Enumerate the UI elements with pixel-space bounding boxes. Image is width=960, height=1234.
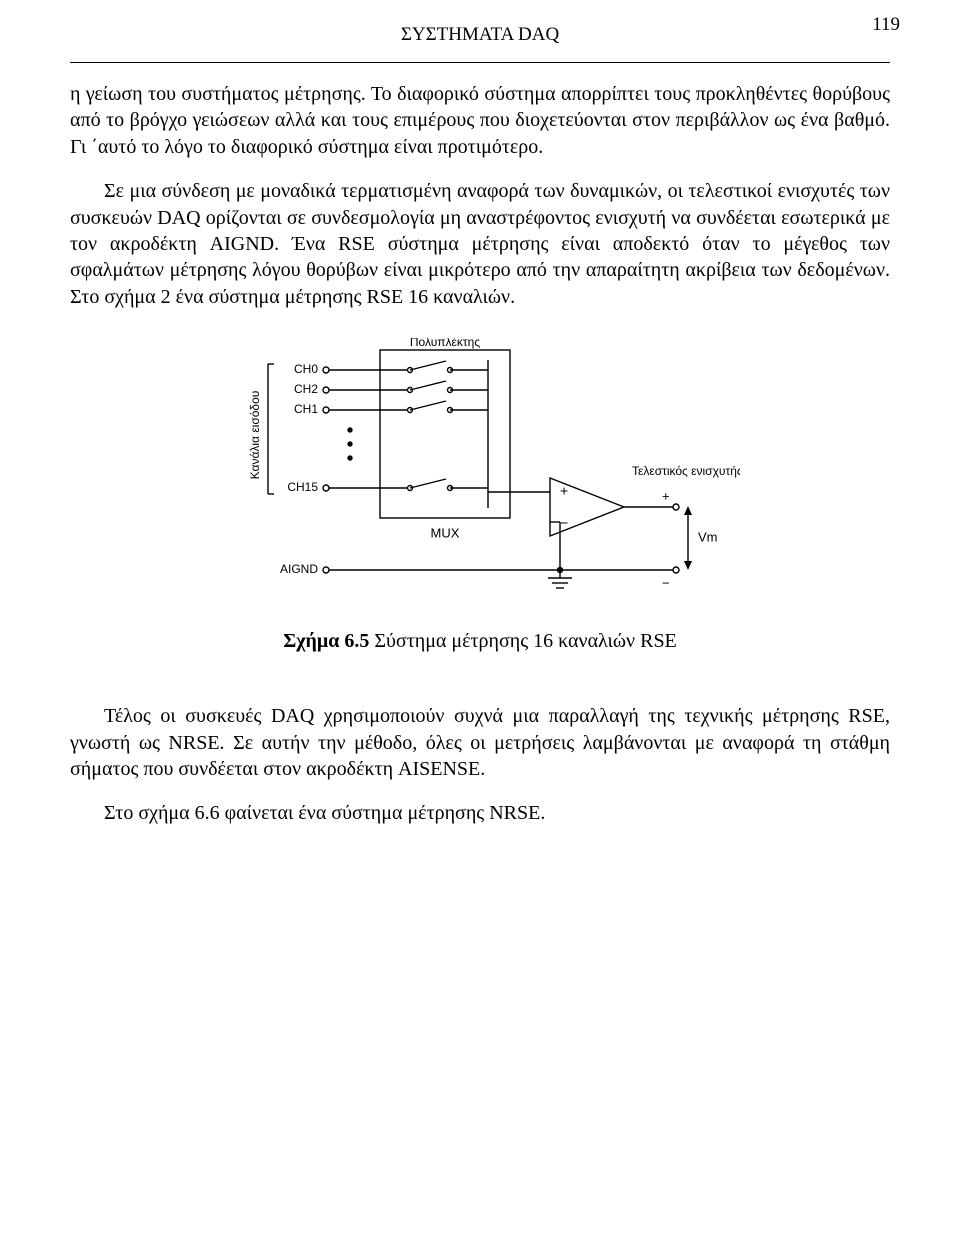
paragraph-3: Τέλος οι συσκευές DAQ χρησιμοποιούν συχν… — [70, 703, 890, 782]
svg-text:Κανάλια εισόδου: Κανάλια εισόδου — [248, 391, 262, 480]
running-title: ΣΥΣΤΗΜΑΤΑ DAQ — [70, 24, 890, 46]
figure-caption: Σχήμα 6.5 Σύστημα μέτρησης 16 καναλιών R… — [70, 630, 890, 653]
running-head: ΣΥΣΤΗΜΑΤΑ DAQ 119 — [70, 20, 890, 56]
svg-text:Πολυπλέκτης: Πολυπλέκτης — [410, 338, 480, 349]
svg-text:Vm: Vm — [698, 530, 718, 545]
svg-text:+: + — [560, 483, 568, 499]
figure-caption-label: Σχήμα 6.5 — [283, 630, 369, 652]
svg-text:−: − — [662, 576, 670, 591]
page: ΣΥΣΤΗΜΑΤΑ DAQ 119 η γείωση του συστήματο… — [0, 0, 960, 1234]
paragraph-1: η γείωση του συστήματος μέτρησης. Το δια… — [70, 81, 890, 160]
paragraph-4: Στο σχήμα 6.6 φαίνεται ένα σύστημα μέτρη… — [70, 800, 890, 826]
svg-text:Τελεστικός ενισχυτής: Τελεστικός ενισχυτής — [632, 464, 740, 478]
figure-6-5: Πολυπλέκτης CH0 CH2 CH1 CH15 Κανάλια εισόδου M… — [220, 338, 740, 598]
svg-text:CH15: CH15 — [287, 480, 318, 494]
svg-text:AIGND: AIGND — [280, 562, 318, 576]
svg-text:+: + — [662, 489, 670, 504]
svg-text:CH0: CH0 — [294, 362, 318, 376]
svg-text:MUX: MUX — [431, 526, 460, 541]
svg-text:−: − — [560, 515, 568, 531]
page-number: 119 — [872, 14, 900, 36]
figure-caption-text: Σύστημα μέτρησης 16 καναλιών RSE — [369, 630, 676, 652]
paragraph-2: Σε μια σύνδεση με μοναδικά τερματισμένη … — [70, 178, 890, 310]
head-rule — [70, 62, 890, 63]
svg-text:CH2: CH2 — [294, 382, 318, 396]
svg-text:CH1: CH1 — [294, 402, 318, 416]
